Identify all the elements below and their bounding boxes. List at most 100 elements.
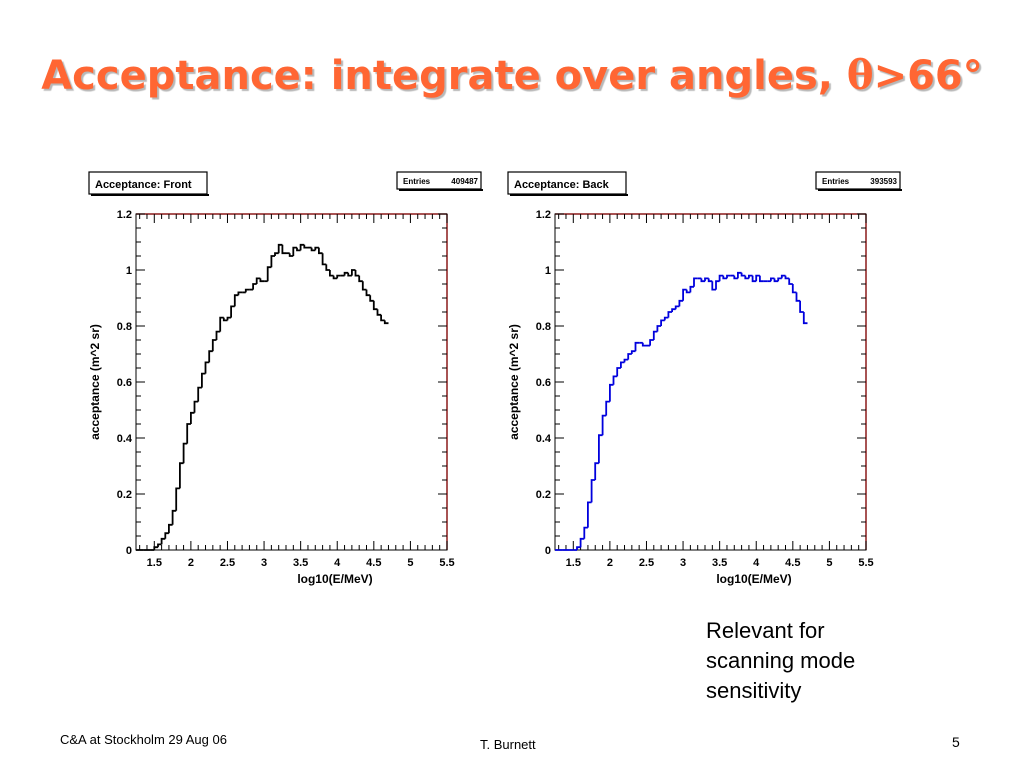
histogram-bin	[157, 543, 162, 548]
histogram-bin	[292, 246, 297, 256]
histogram-bin	[740, 272, 746, 277]
histogram-bin	[182, 442, 188, 464]
histogram-bin	[361, 281, 367, 291]
histogram-bin	[204, 361, 210, 374]
x-tick-label: 5	[407, 557, 413, 569]
histogram-bin	[748, 274, 753, 279]
histogram-bin	[208, 350, 213, 363]
x-tick-label: 2.5	[220, 557, 235, 569]
histogram-bin	[369, 295, 374, 302]
x-tick-label: 5.5	[858, 557, 873, 569]
x-tick-label: 4	[753, 557, 760, 569]
histogram-bin	[770, 277, 775, 282]
histogram-bin	[168, 523, 173, 534]
histogram-bin	[693, 277, 698, 287]
histogram-bin	[318, 247, 323, 255]
chart-title-box-shadow	[91, 194, 209, 196]
histogram-bin	[197, 386, 202, 402]
chart-title: Acceptance: Front	[95, 179, 192, 191]
x-tick-label: 1.5	[566, 557, 581, 569]
histogram-bin	[605, 400, 610, 416]
histogram-bin	[376, 309, 382, 316]
histogram-bin	[211, 339, 217, 352]
y-tick-label: 0.2	[117, 489, 132, 501]
histogram-bin	[598, 434, 603, 464]
stats-entries: 409487	[451, 177, 478, 186]
y-tick-label: 1.2	[117, 209, 132, 221]
x-tick-label: 5.5	[439, 557, 454, 569]
histogram-bin	[186, 423, 191, 444]
histogram-bin	[620, 361, 625, 368]
x-tick-label: 3.5	[293, 557, 308, 569]
histogram-bin	[616, 367, 621, 377]
histogram-bin	[222, 317, 228, 322]
histogram-bin	[751, 275, 757, 283]
histogram-bin	[380, 314, 385, 322]
y-tick-label: 1	[545, 265, 551, 277]
histogram-bin	[726, 274, 731, 279]
histogram-bin	[171, 509, 177, 525]
histogram-bin	[270, 255, 275, 268]
histogram-bin	[329, 270, 334, 277]
x-tick-label: 2	[188, 557, 194, 569]
histogram-bin	[314, 246, 319, 251]
histogram-bin	[788, 278, 793, 285]
slide-title: Acceptance: integrate over angles, θ>66°	[0, 52, 1024, 99]
histogram-bin	[259, 278, 265, 283]
x-tick-label: 2.5	[639, 557, 654, 569]
histogram-bin	[685, 289, 691, 294]
histogram-bin	[303, 244, 308, 249]
histogram-bin	[160, 537, 166, 545]
histogram-bin	[755, 274, 760, 282]
y-tick-label: 0.6	[536, 377, 551, 389]
histogram-bin	[215, 330, 221, 340]
histogram-bin	[310, 247, 316, 252]
histogram-bin	[799, 300, 804, 313]
histogram-bin	[590, 479, 596, 503]
histogram-bin	[179, 462, 184, 489]
histogram-bin	[700, 278, 705, 283]
histogram-bin	[343, 271, 349, 276]
y-tick-label: 0.8	[536, 321, 551, 333]
y-tick-label: 0	[126, 545, 132, 557]
histogram-bin	[707, 278, 713, 283]
stats-label: Entries	[822, 177, 850, 186]
y-tick-label: 0.8	[117, 321, 132, 333]
histogram-bin	[722, 275, 727, 280]
x-tick-label: 4.5	[366, 557, 381, 569]
footer-left: C&A at Stockholm 29 Aug 06	[60, 732, 227, 747]
slide-title-main: Acceptance: integrate over angles,	[41, 53, 847, 99]
histogram-bin	[641, 342, 647, 347]
histogram-bin	[759, 275, 764, 283]
x-tick-label: 2	[607, 557, 613, 569]
histogram-bin	[744, 275, 749, 280]
y-tick-label: 0.4	[117, 433, 133, 445]
histogram-bin	[383, 320, 389, 325]
note-line: sensitivity	[706, 678, 802, 703]
histogram-bin	[612, 375, 618, 385]
histogram-bin	[266, 266, 272, 282]
histogram-bin	[281, 244, 286, 255]
histogram-bin	[715, 280, 720, 290]
histogram-bin	[784, 275, 790, 280]
x-tick-label: 5	[826, 557, 832, 569]
chart-front-acceptance: Acceptance: Front Entries 409487 1.5 2 2.5 3 3.…	[88, 171, 483, 586]
histogram-bin	[630, 350, 636, 354]
histogram-bin	[634, 341, 640, 352]
histogram-bin	[252, 283, 257, 290]
x-axis-title: log10(E/MeV)	[716, 572, 791, 586]
sensitivity-note: Relevant for scanning mode sensitivity	[706, 616, 855, 706]
histogram-bin	[587, 501, 592, 528]
histogram-bin	[627, 353, 632, 360]
histogram-bin	[358, 275, 363, 283]
histogram-bin	[660, 319, 665, 326]
histogram-bin	[175, 487, 180, 511]
histogram-bin	[609, 383, 614, 402]
stats-entries: 393593	[870, 177, 897, 186]
histogram-bin	[226, 316, 232, 321]
histogram-bin	[354, 270, 360, 277]
histogram-bin	[718, 274, 724, 282]
note-line: scanning mode	[706, 648, 856, 673]
histogram-bin	[711, 281, 716, 291]
histogram-bin	[671, 308, 676, 312]
